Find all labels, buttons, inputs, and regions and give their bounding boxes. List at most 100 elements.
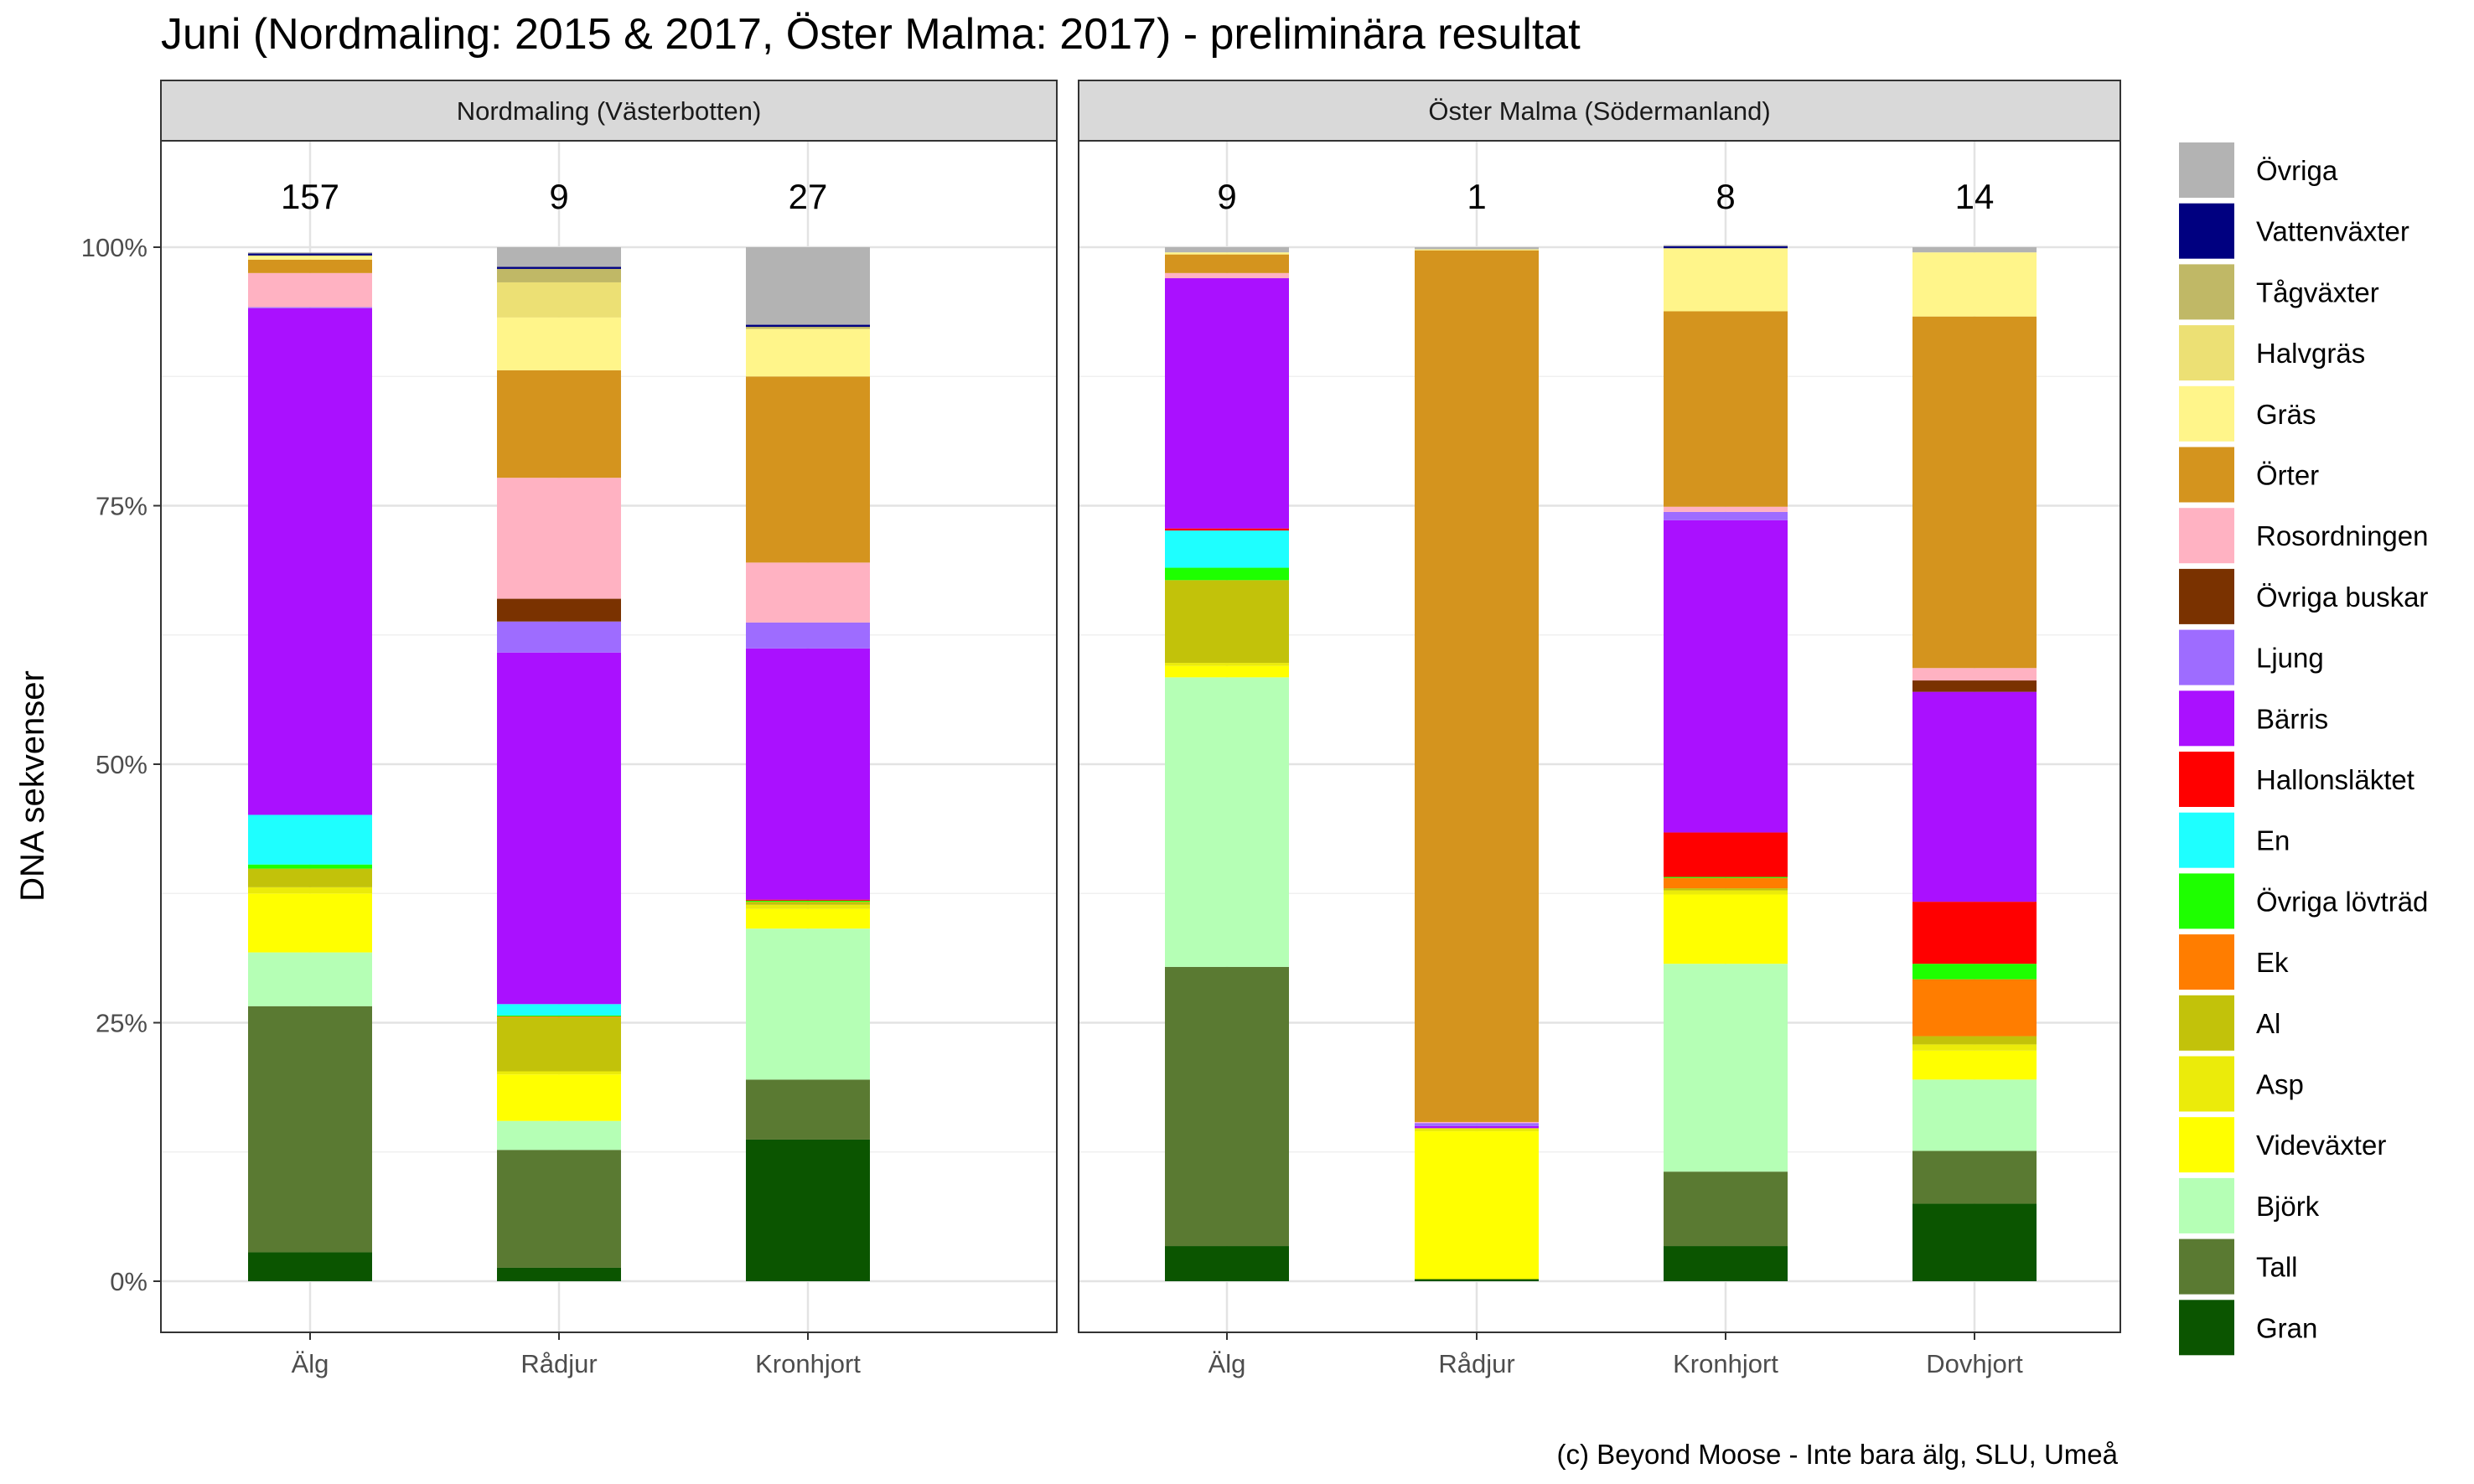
bar-segment <box>1912 964 2037 980</box>
bar-count-label: 9 <box>1217 177 1236 216</box>
panel-strip <box>1078 80 2121 142</box>
legend-item: Övriga <box>2179 142 2338 198</box>
bar-segment <box>1664 888 1788 891</box>
bar-stack-kronhjort <box>746 247 870 1281</box>
bar-segment <box>497 1017 621 1072</box>
legend-item: Bärris <box>2179 690 2328 747</box>
legend-key <box>2179 873 2234 929</box>
legend-item: Björk <box>2179 1177 2320 1233</box>
legend-item: Al <box>2179 995 2280 1051</box>
legend-key <box>2179 690 2234 747</box>
legend-key <box>2179 1177 2234 1233</box>
bar-segment <box>248 252 372 254</box>
bar-segment <box>746 324 870 328</box>
bar-segment <box>497 478 621 599</box>
legend-item: Halvgräs <box>2179 325 2365 381</box>
legend-label: Tall <box>2256 1252 2298 1283</box>
bar-segment <box>497 1267 621 1281</box>
bar-segment <box>1664 832 1788 877</box>
bar-segment <box>248 814 372 865</box>
bar-segment <box>1912 1079 2037 1151</box>
bar-segment <box>497 1016 621 1018</box>
bar-segment <box>1165 677 1289 967</box>
y-tick-label: 100% <box>81 233 148 262</box>
bar-segment <box>746 376 870 563</box>
legend-label: Tågväxter <box>2256 277 2379 308</box>
panel-1: Nordmaling (Västerbotten) 157 Älg 9 Rådjur 27… <box>81 80 1058 1378</box>
bar-stack-kronhjort <box>1664 245 1788 1281</box>
legend-label: Örter <box>2256 460 2319 491</box>
bar-segment <box>1912 316 2037 669</box>
bar-segment <box>1664 876 1788 878</box>
bar-segment <box>1165 247 1289 253</box>
bar-segment <box>1664 894 1788 964</box>
bar-segment <box>746 328 870 377</box>
legend-key <box>2179 1238 2234 1295</box>
bar-segment <box>248 868 372 887</box>
legend-key <box>2179 1056 2234 1112</box>
bar-stack-älg <box>248 252 372 1281</box>
bar-segment <box>248 259 372 273</box>
legend-key <box>2179 568 2234 624</box>
legend-label: Gran <box>2256 1312 2317 1343</box>
legend-label: Videväxter <box>2256 1130 2386 1161</box>
bar-segment <box>1664 248 1788 312</box>
legend-label: Ljung <box>2256 643 2324 674</box>
bar-segment <box>1664 964 1788 1172</box>
bar-segment <box>1165 567 1289 581</box>
bar-segment <box>1165 1246 1289 1281</box>
bar-segment <box>746 562 870 623</box>
bar-segment <box>497 621 621 653</box>
panel-border <box>1078 140 2121 1333</box>
legend-key <box>2179 325 2234 381</box>
legend-item: Tall <box>2179 1238 2298 1295</box>
legend-key <box>2179 447 2234 503</box>
bar-segment <box>1165 663 1289 666</box>
bar-segment <box>248 1006 372 1253</box>
bar-segment <box>1664 311 1788 507</box>
bar-segment <box>497 1074 621 1121</box>
legend-label: Al <box>2256 1008 2280 1039</box>
bar-segment <box>1165 580 1289 664</box>
legend-key <box>2179 812 2234 868</box>
bar-segment <box>497 370 621 478</box>
bar-segment <box>746 902 870 905</box>
y-axis-title: DNA sekvenser <box>14 670 51 902</box>
bar-segment <box>497 598 621 622</box>
legend-item: Gräs <box>2179 385 2316 442</box>
legend-item: Hallonsläktet <box>2179 752 2414 807</box>
legend-key <box>2179 752 2234 807</box>
y-tick-label: 50% <box>96 750 148 779</box>
bar-segment <box>1415 250 1539 1122</box>
bar-stack-rådjur <box>1415 247 1539 1281</box>
bar-segment <box>248 272 372 308</box>
legend-key <box>2179 385 2234 442</box>
x-tick-label: Kronhjort <box>755 1349 861 1378</box>
legend-label: Övriga lövträd <box>2256 886 2428 917</box>
legend-key <box>2179 1300 2234 1356</box>
bar-segment <box>497 268 621 282</box>
bar-segment <box>746 899 870 901</box>
legend-item: Rosordningen <box>2179 508 2428 564</box>
legend: Övriga Vattenväxter Tågväxter Halvgräs Gräs Ö… <box>2179 142 2428 1356</box>
bar-stack-älg <box>1165 247 1289 1281</box>
legend-item: En <box>2179 812 2290 868</box>
x-tick-label: Dovhjort <box>1926 1349 2023 1378</box>
bar-segment <box>1415 249 1539 251</box>
legend-key <box>2179 264 2234 320</box>
bar-segment <box>1415 1131 1539 1280</box>
bar-segment <box>248 253 372 256</box>
panel-strip-label: Nordmaling (Västerbotten) <box>457 96 762 126</box>
bar-segment <box>1912 1044 2037 1051</box>
bar-segment <box>497 1004 621 1016</box>
bar-segment <box>1664 1246 1788 1281</box>
bar-segment <box>248 952 372 1006</box>
bar-segment <box>746 622 870 649</box>
legend-key <box>2179 142 2234 198</box>
bar-count-label: 27 <box>789 177 828 216</box>
x-tick-label: Rådjur <box>520 1349 597 1378</box>
x-tick-label: Kronhjort <box>1673 1349 1778 1378</box>
legend-key <box>2179 629 2234 685</box>
legend-label: Halvgräs <box>2256 338 2365 369</box>
